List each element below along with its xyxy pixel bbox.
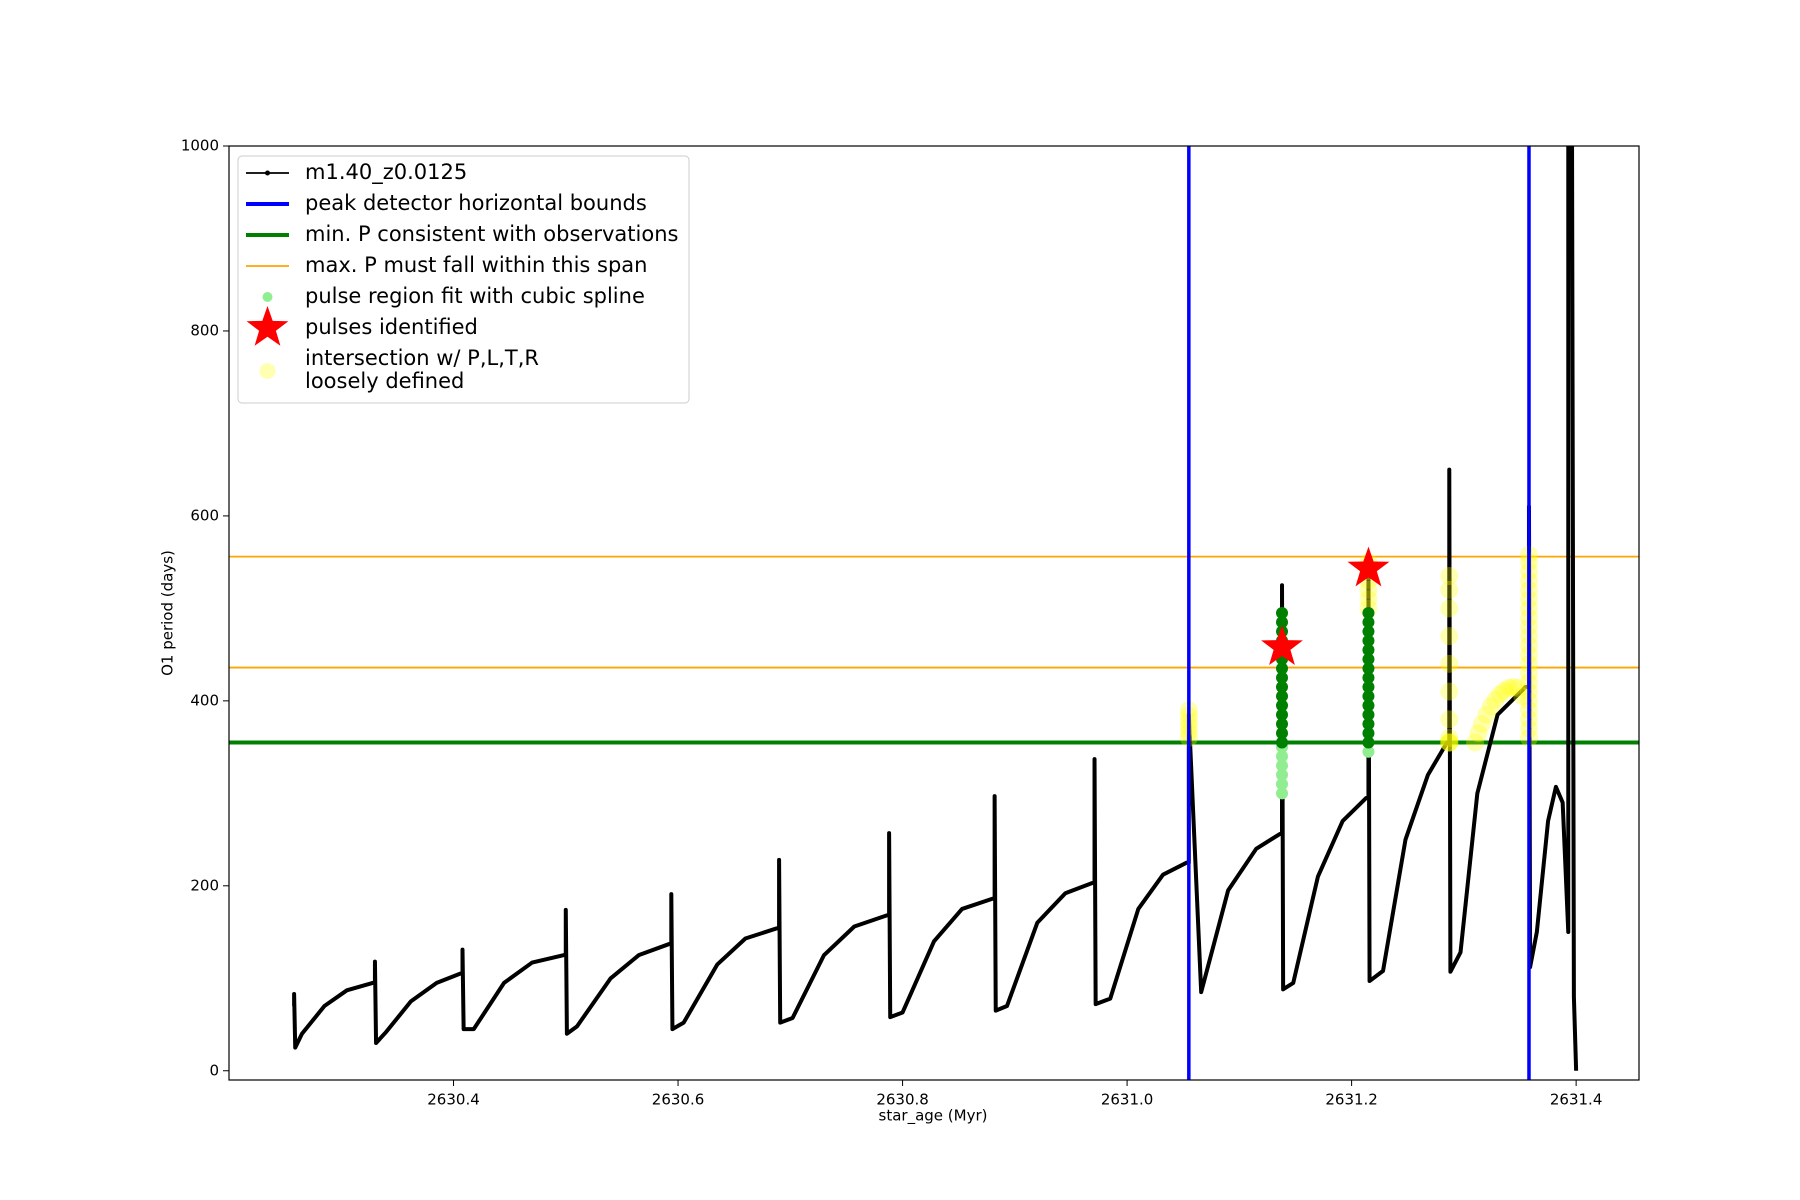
scatter-point [1362,708,1375,721]
x-tick-label: 2630.8 [876,1091,929,1109]
legend-label: peak detector horizontal bounds [305,191,647,215]
y-tick-label: 400 [190,691,219,709]
scatter-point [1276,717,1289,730]
legend-handle-marker [265,170,270,176]
scatter-point [1362,625,1375,638]
scatter-point [1362,745,1375,758]
scatter-point [1362,680,1375,693]
scatter-point [1276,750,1289,763]
loose-point [1466,733,1485,752]
loose-point [1440,654,1459,673]
legend-handle [259,363,276,379]
y-tick-label: 0 [209,1061,219,1079]
scatter-point [1276,778,1289,791]
loose-point [1440,728,1459,747]
scatter-point [1276,680,1289,693]
loose-point [1481,697,1500,716]
scatter-point [1276,690,1289,703]
scatter-point [1362,616,1375,629]
scatter-point [1362,690,1375,703]
loose-point [1490,685,1509,704]
x-tick-label: 2630.4 [427,1091,480,1109]
scatter-point [1276,699,1289,712]
loose-point [1469,724,1488,743]
legend-handle [262,292,273,302]
scatter-point [1276,616,1289,629]
loose-point [1499,678,1518,697]
loose-point [1440,599,1459,618]
y-tick-label: 200 [190,876,219,894]
loose-point [1440,733,1459,752]
axes-frame [228,145,1640,1081]
loose-point [1440,627,1459,646]
y-tick-label: 600 [190,506,219,524]
loose-point [1440,710,1459,729]
scatter-point [1362,727,1375,740]
scatter-point [1276,768,1289,781]
legend-label: m1.40_z0.0125 [305,160,467,185]
loose-point [1359,590,1378,609]
scatter-point [1276,787,1289,800]
scatter-point [1276,727,1289,740]
x-tick-label: 2631.0 [1101,1091,1154,1109]
loose-point [1359,580,1378,599]
scatter-point [1276,662,1289,675]
scatter-point [1362,662,1375,675]
scatter-point [1276,736,1289,749]
loose-point [1440,682,1459,701]
y-axis-label: O1 period (days) [159,550,177,676]
x-tick-label: 2631.2 [1325,1091,1378,1109]
loose-point [1495,681,1514,700]
scatter-point [1362,717,1375,730]
loose-point [1472,714,1491,733]
loose-point [1508,678,1527,697]
legend-handle [246,306,289,346]
pulse-star [1261,625,1303,665]
scatter-point [1276,607,1289,619]
loose-point [1440,567,1459,586]
legend-label: pulses identified [305,315,478,339]
loose-point [1440,733,1459,752]
x-axis-label: star_age (Myr) [879,1107,988,1126]
legend-label: pulse region fit with cubic spline [305,284,645,308]
legend-box [237,155,690,404]
scatter-point [1362,653,1375,666]
scatter-point [1362,607,1375,619]
plot-area [229,146,1639,1080]
scatter-point [1276,759,1289,772]
x-tick-label: 2631.4 [1550,1091,1603,1109]
legend-label: loosely defined [305,369,464,393]
loose-point [1440,733,1459,752]
scatter-point [1362,634,1375,647]
scatter-point [1276,708,1289,721]
loose-point [1477,705,1496,724]
legend-label: intersection w/ P,L,T,R [305,346,539,370]
loose-point [1486,690,1505,709]
y-tick-label: 800 [190,321,219,339]
pulse-star [1347,546,1390,587]
scatter-point [1362,699,1375,712]
scatter-point [1276,671,1289,684]
x-tick-label: 2630.6 [652,1091,705,1109]
loose-point [1504,677,1523,696]
loose-point [1440,580,1459,599]
loose-point [1513,687,1532,706]
data-line [292,146,1579,1071]
y-tick-label: 1000 [181,137,219,155]
scatter-point [1362,671,1375,684]
legend-label: max. P must fall within this span [305,253,647,277]
scatter-point [1362,643,1375,656]
scatter-point [1362,736,1375,749]
legend-label: min. P consistent with observations [305,222,678,246]
